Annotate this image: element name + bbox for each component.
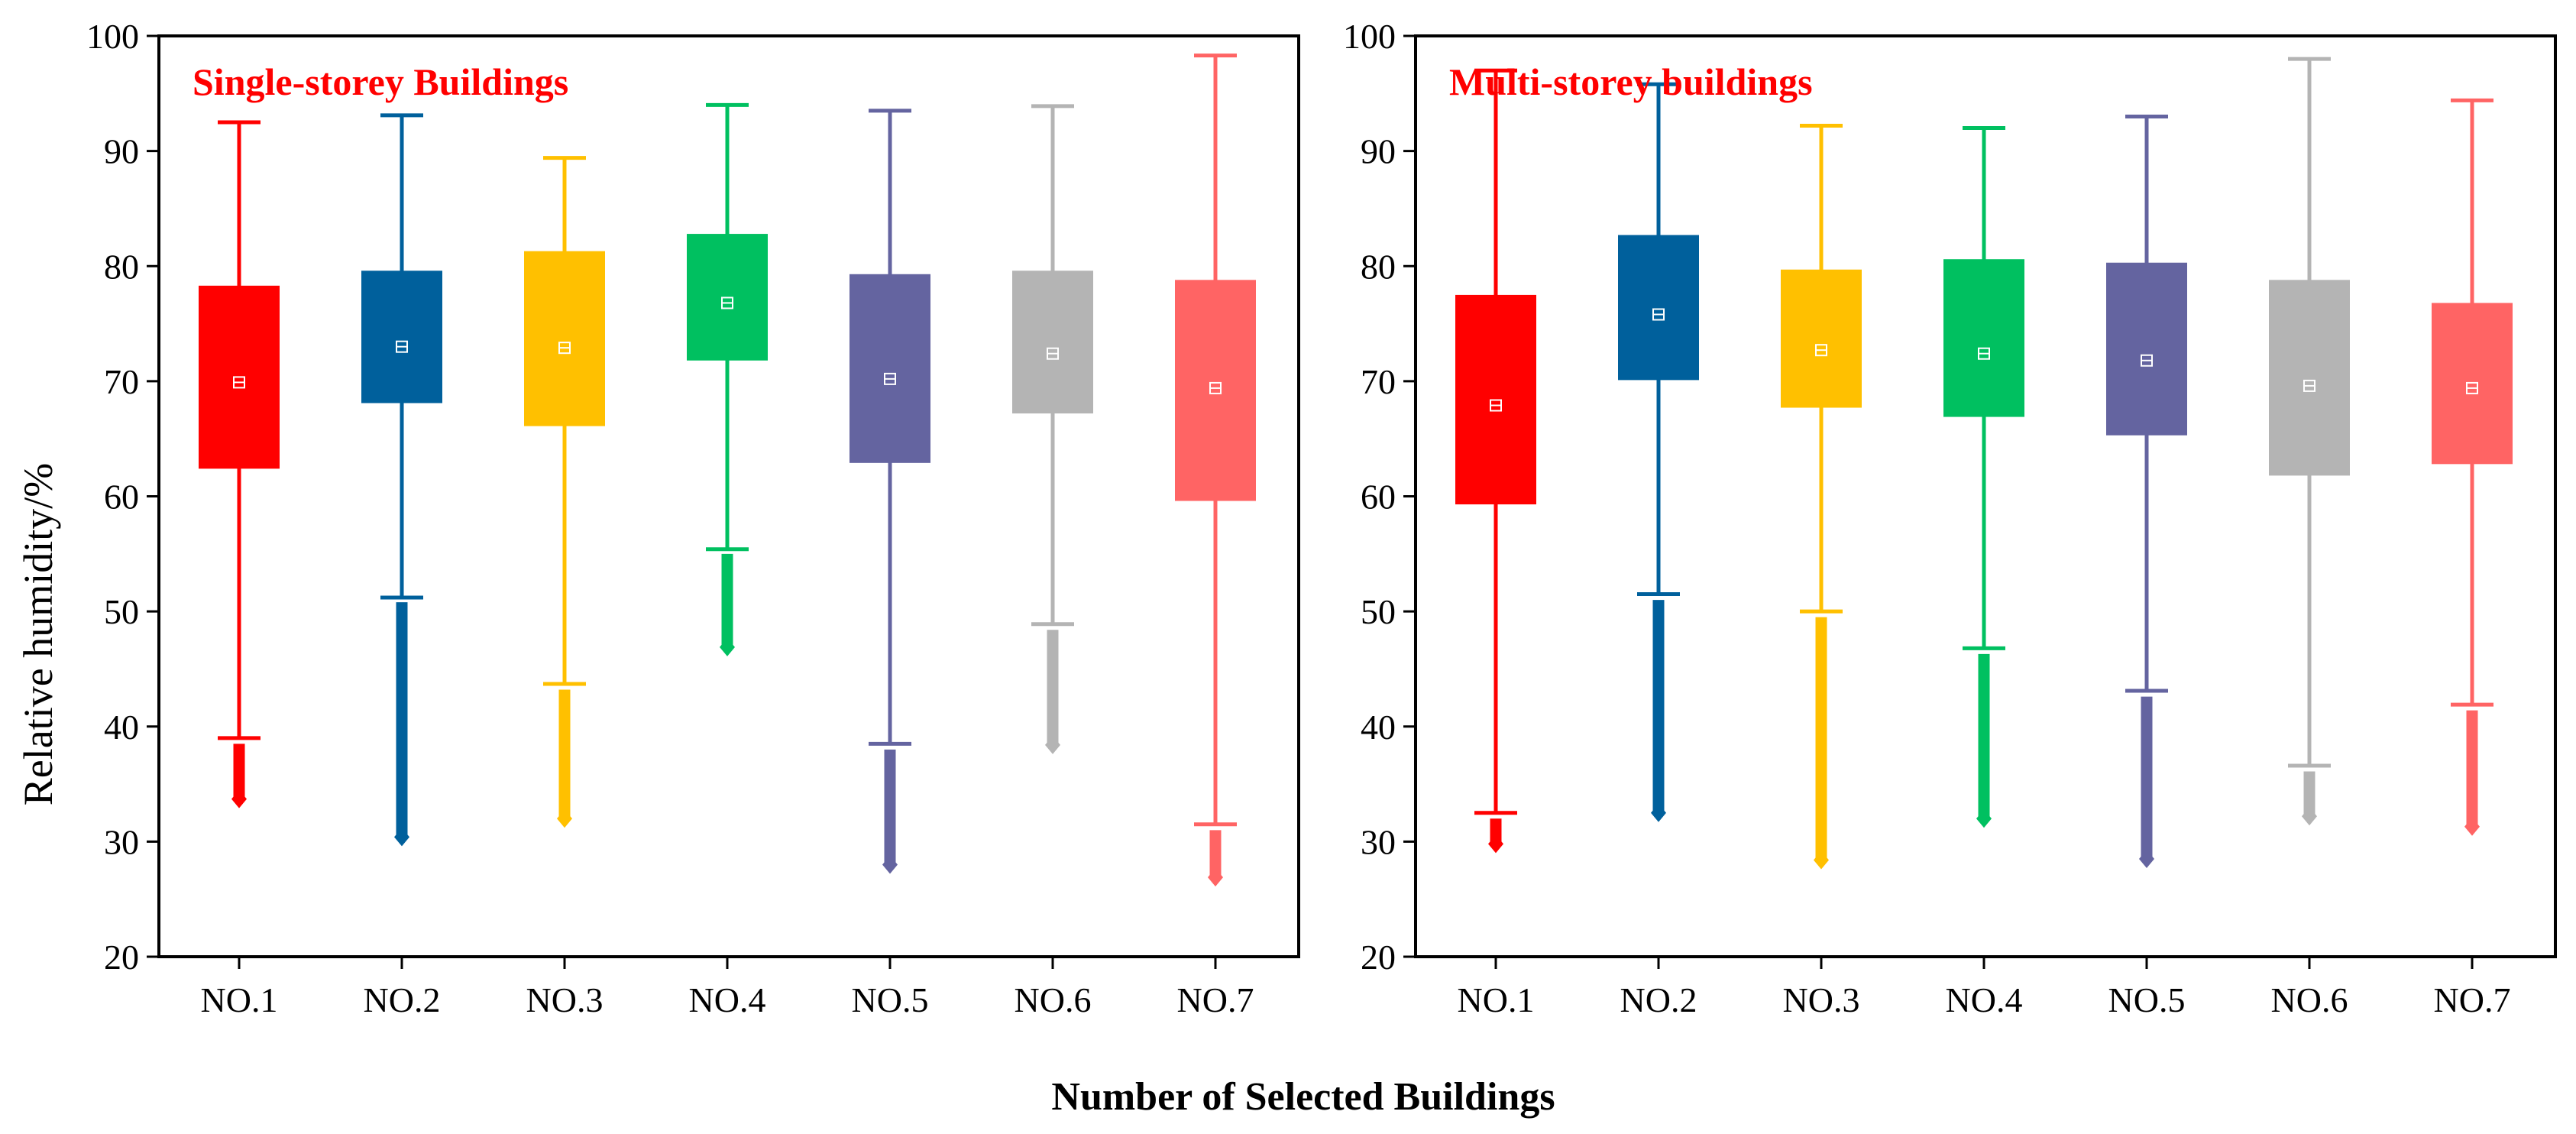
panel-multi-storey: 20 30 40 50 60 70 80 90 100 NO.1 NO.2 NO.3 NO.4 NO.5 N…	[1343, 17, 2557, 1019]
iqr-box	[1943, 259, 2024, 417]
outlier-marker	[1651, 803, 1666, 822]
y-tick-label: 50	[1361, 592, 1396, 631]
x-tick-label: NO.5	[852, 980, 929, 1019]
y-axis-label: Relative humidity/%	[15, 463, 61, 805]
iqr-box	[1618, 235, 1699, 381]
y-tick-label: 20	[1361, 938, 1396, 977]
outlier-marker	[720, 637, 735, 656]
outlier-marker	[1208, 868, 1223, 887]
outlier-marker	[394, 828, 409, 847]
outlier-marker	[1488, 834, 1503, 854]
x-tick-label: NO.1	[201, 980, 278, 1019]
y-tick-label: 80	[104, 247, 139, 286]
x-tick-label: NO.7	[1177, 980, 1254, 1019]
outlier-marker	[882, 855, 898, 874]
box-3	[524, 156, 605, 828]
y-tick-label: 20	[104, 938, 139, 977]
box-6	[1012, 104, 1093, 754]
y-tick-label: 90	[104, 132, 139, 171]
x-tick-label: NO.7	[2434, 980, 2511, 1019]
iqr-box	[849, 274, 930, 463]
iqr-box	[1175, 280, 1256, 501]
x-tick-label: NO.3	[526, 980, 604, 1019]
box-1	[1455, 68, 1536, 854]
outlier-marker	[2139, 849, 2154, 868]
panel-title: Multi-storey buildings	[1449, 60, 1813, 103]
y-tick-label: 40	[104, 708, 139, 747]
panel-single-storey: 20 30 40 50 60 70 80 90 100 NO.1 NO.2 NO.3 NO.4 NO.5 N…	[86, 17, 1300, 1019]
outlier-marker	[1814, 851, 1829, 870]
outlier-marker	[557, 809, 572, 828]
y-tick-label: 30	[1361, 822, 1396, 861]
x-tick-label: NO.3	[1783, 980, 1860, 1019]
iqr-box	[1781, 269, 1862, 408]
outlier-marker	[1976, 809, 1992, 828]
box-5	[849, 109, 930, 874]
x-tick-label: NO.6	[1015, 980, 1092, 1019]
y-tick-label: 60	[104, 478, 139, 517]
x-tick-label: NO.5	[2108, 980, 2186, 1019]
x-tick-label: NO.1	[1458, 980, 1535, 1019]
iqr-box	[2269, 280, 2350, 476]
box-4	[687, 102, 768, 656]
box-5	[2106, 114, 2187, 868]
y-tick-label: 90	[1361, 132, 1396, 171]
x-tick-label: NO.4	[689, 980, 766, 1019]
y-tick-label: 100	[86, 17, 139, 56]
outlier-marker	[2302, 807, 2317, 826]
box-3	[1781, 123, 1862, 870]
y-tick-label: 70	[1361, 362, 1396, 401]
box-6	[2269, 57, 2350, 826]
outlier-marker	[2464, 817, 2480, 836]
x-tick-label: NO.2	[364, 980, 441, 1019]
box-4	[1943, 126, 2024, 828]
panel-title: Single-storey Buildings	[193, 60, 568, 103]
y-tick-label: 80	[1361, 247, 1396, 286]
box-7	[1175, 53, 1256, 887]
box-7	[2432, 98, 2513, 836]
x-tick-label: NO.6	[2271, 980, 2348, 1019]
iqr-box	[361, 271, 442, 403]
iqr-box	[524, 251, 605, 426]
y-tick-label: 40	[1361, 708, 1396, 747]
iqr-box	[1012, 271, 1093, 414]
x-tick-label: NO.2	[1620, 980, 1697, 1019]
y-tick-label: 60	[1361, 478, 1396, 517]
x-tick-label: NO.4	[1946, 980, 2023, 1019]
outlier-marker	[231, 789, 247, 808]
y-tick-label: 100	[1343, 17, 1396, 56]
box-1	[199, 120, 280, 808]
x-axis-label: Number of Selected Buildings	[1051, 1075, 1555, 1119]
y-tick-label: 70	[104, 362, 139, 401]
outlier-marker	[1045, 735, 1060, 754]
y-tick-label: 30	[104, 822, 139, 861]
box-2	[361, 113, 442, 847]
y-tick-label: 50	[104, 592, 139, 631]
iqr-box	[2106, 262, 2187, 436]
box-2	[1618, 82, 1699, 822]
